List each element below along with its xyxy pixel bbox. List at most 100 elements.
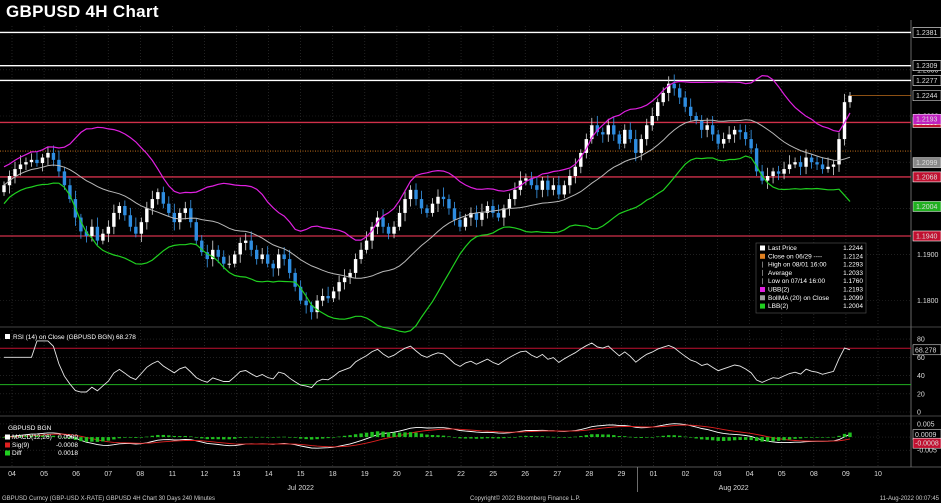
diff-bar: [254, 437, 259, 438]
rsi-legend: RSI (14) on Close (GBPUSD BGN) 68.278: [13, 334, 136, 341]
candle: [661, 92, 665, 103]
candle: [452, 208, 457, 220]
diff-bar: [804, 437, 808, 438]
diff-bar: [227, 437, 231, 440]
candle: [13, 169, 17, 176]
legend-value: 1.2124: [843, 253, 863, 260]
candle: [249, 240, 253, 250]
diff-bar: [529, 436, 534, 438]
x-tick-label: 01: [650, 471, 658, 478]
x-tick-label: 15: [297, 471, 305, 478]
diff-bar: [765, 437, 770, 442]
diff-bar: [40, 435, 45, 438]
candle: [683, 97, 687, 107]
diff-bar: [688, 437, 693, 438]
candle: [364, 240, 369, 250]
diff-bar: [35, 435, 39, 438]
candle: [677, 88, 682, 98]
diff-bar: [831, 436, 836, 438]
x-tick-label: 18: [329, 471, 337, 478]
candle: [2, 185, 6, 193]
diff-bar: [573, 436, 578, 438]
diff-bar: [222, 437, 226, 440]
diff-bar: [134, 437, 138, 438]
candle: [787, 164, 792, 170]
candle: [298, 286, 303, 301]
diff-bar: [436, 435, 440, 438]
candle: [320, 296, 325, 301]
candle: [194, 222, 198, 241]
diff-bar: [205, 437, 209, 440]
candle: [430, 203, 435, 213]
legend-label: Average: [768, 270, 792, 277]
candle: [205, 252, 209, 260]
candle: [699, 120, 704, 130]
lbb-line: [3, 155, 851, 333]
candle: [551, 185, 556, 190]
candle: [645, 125, 649, 140]
macd-legend-value: 0.0018: [58, 450, 78, 457]
candle: [178, 212, 182, 223]
macd-legend-swatch: [5, 442, 10, 448]
level-tag-box: [912, 230, 941, 242]
candle: [425, 208, 429, 213]
candle: [233, 254, 237, 264]
candle: [634, 139, 638, 153]
diff-bar: [216, 437, 220, 440]
candle: [419, 199, 424, 209]
candle: [95, 226, 100, 241]
diff-bar: [194, 437, 198, 438]
signal-line: [3, 424, 851, 448]
diff-bar: [815, 437, 819, 438]
candle: [798, 162, 803, 167]
candle: [590, 125, 594, 140]
candle: [579, 152, 583, 167]
legend-value: 1.2193: [843, 287, 863, 294]
diff-bar: [562, 437, 567, 438]
diff-bar: [491, 437, 495, 439]
diff-bar: [458, 437, 462, 439]
candle: [68, 185, 72, 200]
candle: [309, 305, 314, 313]
level-tag-label: 1.2381: [916, 30, 938, 37]
candle: [84, 231, 89, 236]
diff-bar: [298, 437, 303, 439]
candle: [18, 164, 23, 170]
diff-bar: [244, 437, 248, 438]
diff-bar: [721, 437, 726, 441]
candle: [458, 219, 462, 227]
candle: [276, 254, 281, 269]
candle: [150, 199, 155, 209]
candle: [595, 125, 600, 133]
candle: [469, 212, 473, 218]
diff-bar: [743, 437, 748, 440]
diff-bar: [62, 437, 67, 438]
rsi-tag-box: [912, 344, 941, 356]
diff-bar: [117, 437, 122, 439]
series-tag-label: 1.2193: [916, 117, 938, 124]
candle: [238, 242, 242, 255]
candle: [491, 206, 495, 213]
candle: [617, 134, 621, 144]
diff-bar: [265, 437, 270, 438]
diff-bar: [293, 437, 297, 438]
macd-tick-label: -0.005: [917, 448, 937, 455]
diff-bar: [502, 437, 506, 439]
candle: [244, 240, 248, 243]
candle: [265, 254, 270, 264]
candle: [254, 249, 259, 260]
rsi-tick-label: 40: [917, 373, 925, 380]
diff-bar: [183, 435, 187, 438]
legend-swatch: [760, 287, 765, 292]
diff-bar: [397, 432, 402, 438]
diff-bar: [540, 436, 545, 438]
diff-bar: [837, 435, 841, 438]
diff-bar: [167, 435, 171, 438]
x-tick-label: 29: [618, 471, 626, 478]
x-tick-label: 05: [778, 471, 786, 478]
candle: [326, 296, 330, 299]
level-tag-box: [912, 171, 941, 183]
x-tick-label: 06: [72, 471, 80, 478]
candle: [485, 206, 490, 213]
